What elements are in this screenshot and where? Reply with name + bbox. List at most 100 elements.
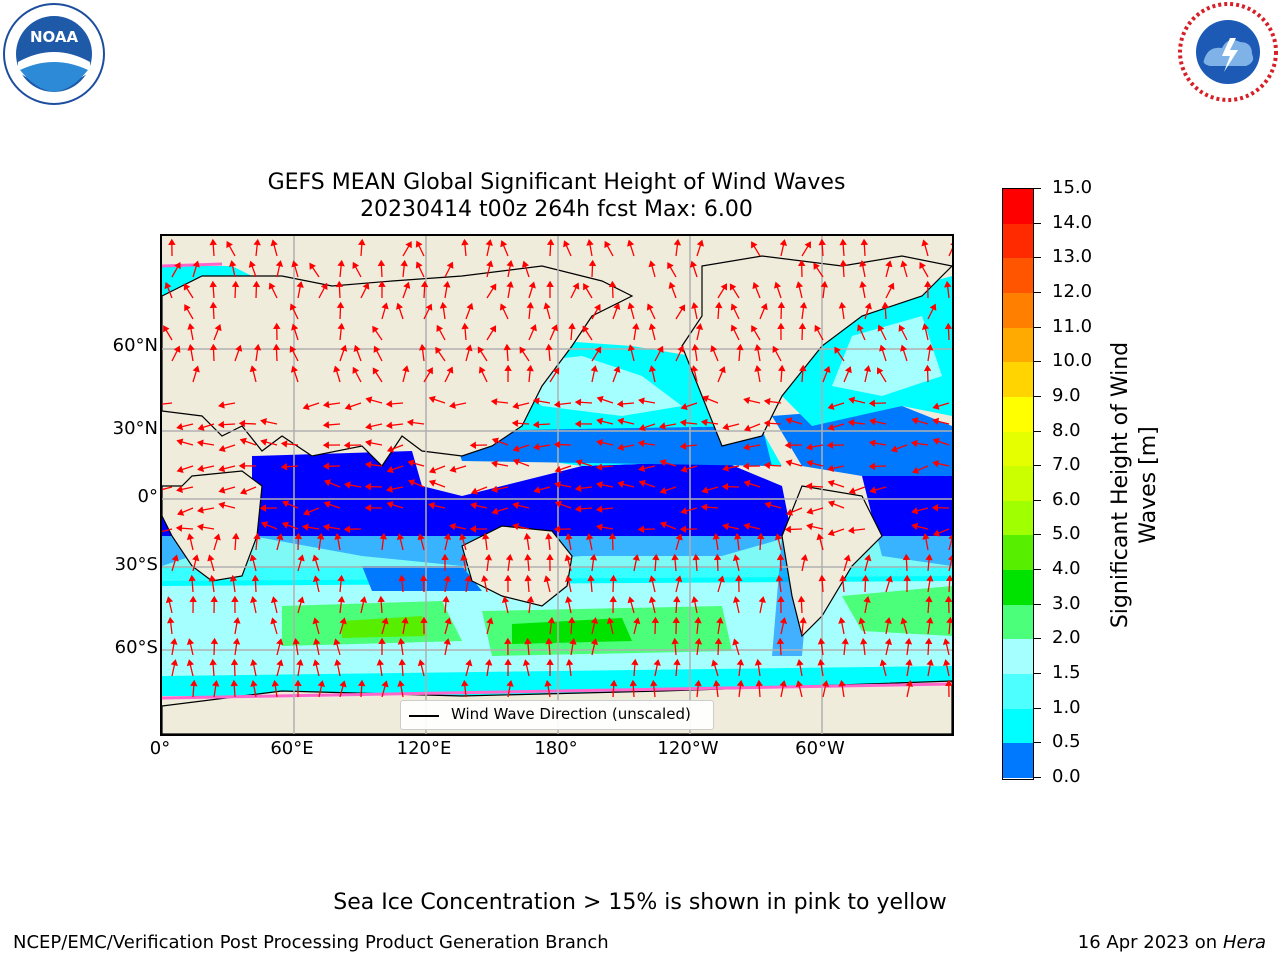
wind-wave-arrowhead [231,595,239,602]
wind-wave-arrowhead [372,325,379,333]
wind-wave-arrowhead [506,680,514,687]
wind-wave-arrowhead [691,302,699,309]
wind-wave-arrowhead [229,574,238,582]
wind-wave-arrowhead [713,553,722,561]
wind-wave-arrowhead [924,637,933,645]
wind-wave-arrowhead [610,679,618,687]
wind-wave-arrowhead [486,260,494,268]
colorbar-tickmark [1034,534,1041,536]
wind-wave-arrowhead [839,259,848,267]
wind-wave-arrowhead [565,596,573,603]
wind-wave-arrowhead [253,238,261,246]
wind-wave-arrowhead [302,508,311,516]
wind-wave-arrowhead [491,507,499,515]
wind-wave-arrowhead [648,323,656,331]
colorbar-tick-label: 4.0 [1052,558,1081,580]
wind-wave-arrowhead [861,574,870,582]
wind-wave-arrowhead [775,574,784,582]
wind-wave-arrowhead [184,304,191,312]
wind-wave-arrowhead [208,574,217,582]
wind-wave-arrowhead [251,574,260,582]
wind-wave-arrowhead [337,595,346,603]
colorbar-segment [1003,570,1033,606]
colorbar-segment [1003,258,1033,294]
wind-wave-arrow [948,247,952,257]
wind-wave-arrowhead [694,679,702,687]
legend-line-swatch [409,715,439,717]
sea-ice-edge-north [162,262,223,268]
wind-wave-arrowhead [489,283,497,291]
wind-wave-arrowhead [235,344,243,352]
colorbar-tickmark [1034,638,1041,640]
wind-wave-arrowhead [505,553,514,561]
wind-wave-arrowhead [844,366,852,374]
wind-wave-arrowhead [651,616,660,624]
wind-wave-arrowhead [524,574,532,582]
wind-wave-arrowhead [838,679,846,687]
wind-wave-arrowhead [729,283,737,291]
wind-wave-arrowhead [442,595,450,603]
wind-wave-arrowhead [213,533,221,541]
wind-wave-arrowhead [926,616,934,624]
wind-wave-arrowhead [461,238,469,246]
wind-wave-arrowhead [677,345,685,353]
colorbar-tick-label: 15.0 [1052,177,1093,198]
wind-wave-arrowhead [186,638,195,646]
wind-wave-arrowhead [296,658,304,666]
wind-wave-arrowhead [820,280,829,288]
wind-wave-arrowhead [545,532,553,540]
colorbar-segment [1003,604,1033,640]
wind-wave-arrowhead [250,680,258,687]
wind-wave-arrowhead [675,533,683,541]
wind-wave-arrowhead [322,441,329,449]
wind-wave-arrowhead [428,501,436,510]
wind-wave-arrowhead [754,365,762,372]
wind-wave-arrowhead [773,281,782,289]
wind-wave-arrowhead [302,402,310,411]
wind-wave-arrowhead [397,637,406,645]
wind-wave-arrowhead [779,680,787,687]
wind-wave-arrowhead [259,504,266,512]
wind-wave-arrowhead [912,466,920,474]
wind-wave-arrowhead [627,302,635,310]
wind-wave-arrowhead [777,322,785,329]
wind-wave-arrowhead [754,658,763,666]
wind-wave-arrowhead [276,659,284,667]
wind-wave-arrowhead [879,344,887,352]
wind-wave-arrowhead [408,479,416,487]
wind-wave-arrowhead [818,238,826,246]
wind-wave-arrowhead [804,241,811,249]
wind-wave-arrowhead [291,323,299,331]
wind-wave-arrowhead [590,617,599,625]
colorbar-tickmark [1034,188,1041,189]
wind-wave-arrowhead [469,525,476,533]
noaa-text: NOAA [30,28,79,46]
wind-wave-arrow [162,402,173,405]
wind-wave-arrowhead [859,260,867,267]
wind-wave-arrowhead [659,487,667,495]
wind-wave-arrowhead [877,367,884,375]
wind-wave-arrowhead [919,261,926,270]
wind-wave-arrowhead [736,343,744,351]
wind-wave-arrowhead [695,323,704,331]
wind-wave-arrowhead [376,658,384,666]
wind-wave-arrowhead [309,262,316,270]
wind-wave-arrowhead [250,659,258,666]
colorbar-tickmark [1034,395,1041,397]
wind-wave-arrowhead [377,595,385,603]
wind-wave-arrowhead [711,659,719,667]
wind-wave-arrowhead [461,679,469,687]
wind-wave-arrowhead [700,418,708,427]
wind-wave-arrowhead [425,303,433,311]
wind-wave-arrowhead [932,417,940,426]
wind-wave-arrowhead [270,596,279,604]
wind-wave-arrowhead [428,466,437,474]
wind-wave-arrowhead [946,616,952,624]
wind-wave-arrowhead [386,485,393,493]
wind-wave-arrowhead [632,554,640,561]
wind-wave-arrowhead [574,484,582,493]
wind-wave-arrowhead [679,525,686,533]
wind-wave-arrowhead [490,398,498,406]
lon-label-0: 0° [149,738,171,759]
wind-wave-arrowhead [512,444,520,453]
